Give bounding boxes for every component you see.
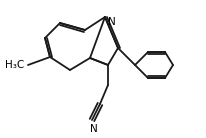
- Text: N: N: [90, 124, 98, 134]
- Text: H₃C: H₃C: [5, 60, 24, 70]
- Text: N: N: [108, 17, 116, 27]
